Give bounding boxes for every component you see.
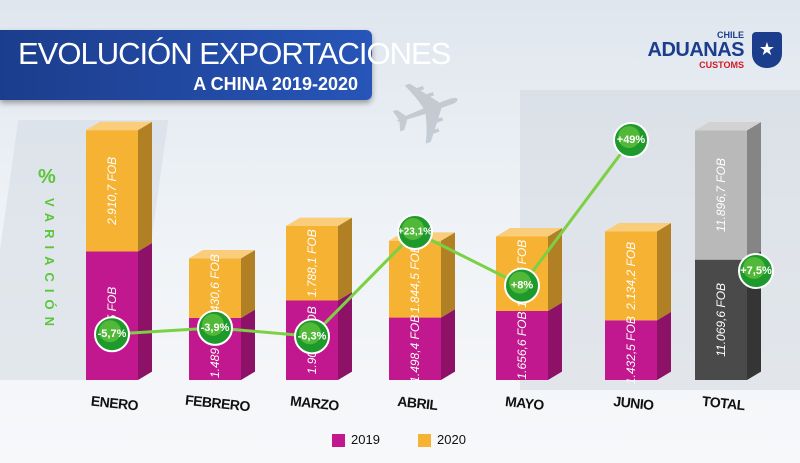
bar-top-mayo [496,228,562,237]
value-label-2019-abril: 1.498,4 FOB [408,315,422,383]
bar-side-2019-febrero [241,309,255,380]
aduanas-logo: CHILE ADUANAS CUSTOMS ★ [648,30,788,72]
variation-label-mayo: +8% [511,280,534,292]
legend-item-2019: 2019 [332,432,380,448]
category-label-junio: JUNIO [613,393,655,413]
value-label-2019-mayo: 1.656,6 FOB [515,311,529,379]
bar-2019-abril [389,317,441,380]
variation-marker-highlight-mayo [509,271,531,294]
variation-marker-highlight-junio [618,126,640,149]
category-label-enero: ENERO [90,393,139,414]
bar-side-2019-junio [657,311,671,380]
variation-label-febrero: -3,9% [201,322,230,334]
variation-label-abril: +23,1% [398,226,432,237]
bar-side-2019-mayo [548,302,562,380]
bar-top-junio [605,222,671,232]
bar-side-2020-febrero [241,249,255,318]
variation-marker-highlight-febrero [202,313,224,336]
value-label-2020-febrero: 1.430,6 FOB [208,254,222,322]
variation-label-enero: -5,7% [98,328,127,340]
value-label-2020-total: 11.896,7 FOB [714,158,728,232]
bar-2020-marzo [286,225,338,301]
value-label-2020-enero: 2.910,7 FOB [105,157,119,226]
legend-swatch-2020 [418,434,431,448]
category-label-abril: ABRIL [397,393,440,413]
bar-top-total [695,121,761,131]
y-axis-percent-symbol: % [38,166,56,188]
category-label-mayo: MAYO [504,393,545,413]
bar-top-marzo [286,217,352,226]
bar-side-2020-enero [138,121,152,252]
legend-label-2020: 2020 [437,432,466,447]
legend-item-2020: 2020 [418,432,466,448]
bar-side-2020-junio [657,222,671,321]
bar-side-2019-marzo [338,292,352,380]
bar-2019-mayo [496,310,548,380]
variation-label-total: +7,5% [740,265,772,277]
bar-2020-enero [86,130,138,252]
bar-top-febrero [189,249,255,259]
variation-marker-highlight-abril [402,217,424,240]
variation-label-marzo: -6,3% [298,330,327,342]
bar-side-2020-marzo [338,217,352,301]
category-label-febrero: FEBRERO [184,392,251,415]
chart-title: EVOLUCIÓN EXPORTACIONES [18,36,451,71]
bar-2019-total [695,259,747,380]
variation-label-junio: +49% [617,134,646,146]
logo-main-text: ADUANAS [647,39,745,61]
legend-label-2019: 2019 [351,432,380,447]
value-label-2019-total: 11.069,6 FOB [714,283,728,357]
value-label-2020-abril: 1.844,5 FOB [408,245,422,313]
bar-2020-febrero [189,258,241,318]
category-label-marzo: MARZO [289,393,340,414]
bar-top-enero [86,121,152,131]
bar-2019-enero [86,251,138,380]
variation-marker-highlight-total [743,257,765,279]
bar-2020-junio [605,231,657,321]
bar-side-2019-enero [138,243,152,380]
bar-side-2020-total [747,121,761,260]
logo-sub-text: CUSTOMS [699,60,744,70]
legend-swatch-2019 [332,434,345,448]
variation-marker-highlight-enero [99,320,121,343]
category-label-total: TOTAL [701,393,746,413]
legend: 2019 2020 [0,432,800,452]
variation-marker-highlight-marzo [299,322,321,345]
bar-2019-junio [605,320,657,380]
value-label-2020-marzo: 1.788,1 FOB [305,229,319,297]
bar-2020-abril [389,240,441,318]
value-label-2019-junio: 1.432,5 FOB [624,316,638,384]
bar-side-2019-abril [441,309,455,380]
y-axis-label: VARIACIÓN [42,198,57,333]
bar-side-2020-abril [441,232,455,318]
shield-icon: ★ [752,32,782,68]
title-banner: EVOLUCIÓN EXPORTACIONES A CHINA 2019-202… [0,30,451,100]
chart-subtitle: A CHINA 2019-2020 [193,74,358,94]
value-label-2020-junio: 2.134,2 FOB [624,242,638,311]
bar-side-2020-mayo [548,228,562,311]
bar-2020-total [695,130,747,260]
logo-top-text: CHILE [717,30,744,40]
